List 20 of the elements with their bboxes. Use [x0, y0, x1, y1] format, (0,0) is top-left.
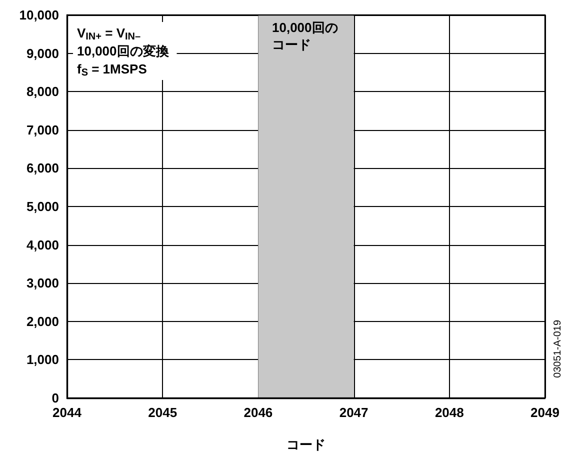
x-tick-label: 2049	[530, 405, 560, 420]
x-tick-label: 2046	[244, 405, 273, 420]
x-tick-label: 2048	[434, 405, 464, 420]
y-tick-label: 9,000	[26, 46, 59, 61]
annotation: 10,000回のコード	[272, 20, 338, 52]
x-tick-label: 2044	[52, 405, 82, 420]
x-tick-label: 2045	[148, 405, 178, 420]
x-axis-title: コード	[286, 437, 326, 452]
x-tick-label: 2047	[339, 405, 368, 420]
y-tick-label: 1,000	[26, 352, 59, 368]
y-tick-label: 7,000	[26, 122, 59, 138]
y-tick-label: 8,000	[26, 84, 59, 100]
y-tick-label: 6,000	[26, 160, 59, 176]
y-tick-label: 4,000	[26, 237, 59, 252]
text: 03051-A-019	[552, 320, 564, 378]
y-tick-label: 2,000	[26, 314, 59, 329]
y-tick-label: 0	[52, 390, 59, 406]
y-tick-label: 3,000	[26, 276, 59, 291]
y-tick-label: 5,000	[26, 199, 59, 214]
y-tick-label: 10,000	[19, 8, 59, 22]
